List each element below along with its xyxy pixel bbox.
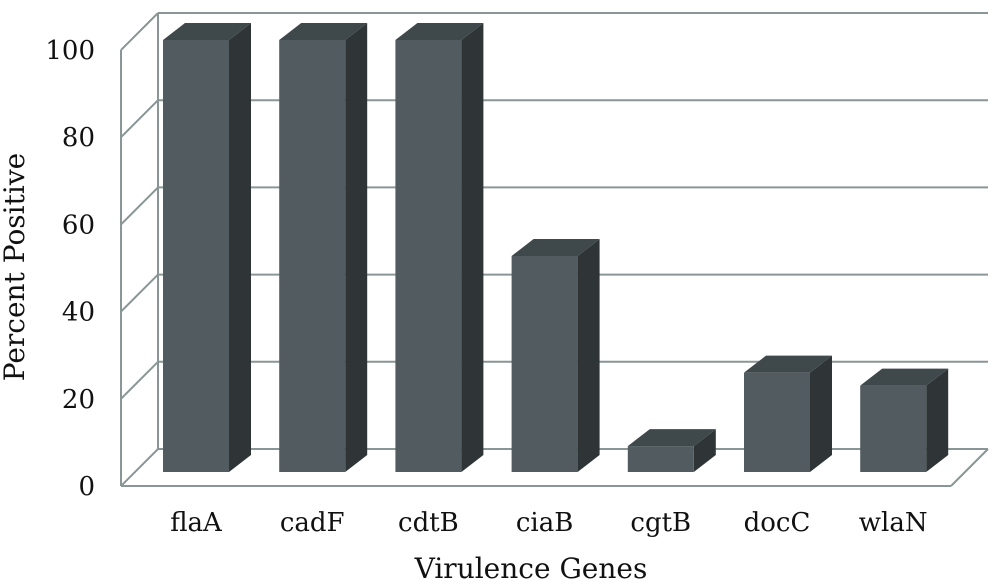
gridline-diagonal bbox=[120, 448, 159, 487]
gridline-diagonal bbox=[120, 99, 159, 138]
bar-flaA bbox=[163, 23, 251, 472]
bar-side bbox=[345, 23, 368, 472]
bar-side bbox=[229, 23, 251, 472]
y-tick-label: 20 bbox=[62, 385, 95, 415]
bar-top bbox=[744, 355, 832, 373]
y-tick-label: 40 bbox=[62, 298, 95, 328]
y-tick-labels: 0 20 40 60 80 100 bbox=[45, 36, 95, 502]
y-axis-title: Percent Positive bbox=[0, 153, 31, 381]
bar-front bbox=[860, 385, 927, 472]
bar-side bbox=[577, 239, 600, 472]
y-tick-label: 60 bbox=[62, 210, 95, 240]
floor-edge bbox=[950, 448, 989, 487]
bar-cgtB bbox=[627, 429, 716, 472]
x-tick-label: cadF bbox=[280, 508, 345, 538]
bar-wlaN bbox=[860, 368, 949, 472]
bar-front bbox=[279, 40, 346, 472]
bar-front bbox=[395, 40, 462, 472]
x-tick-labels: flaA cadF cdtB ciaB cgtB docC wlaN bbox=[170, 508, 927, 538]
gridline-diagonal bbox=[120, 361, 159, 400]
bar-side bbox=[693, 429, 716, 472]
bar-cadF bbox=[279, 23, 368, 472]
bar-top bbox=[627, 429, 716, 447]
x-tick-label: docC bbox=[744, 508, 811, 538]
bar-top bbox=[860, 368, 949, 386]
bar-cdtB bbox=[395, 23, 484, 472]
bar-side bbox=[461, 23, 484, 472]
bar-side bbox=[926, 368, 949, 472]
bar-side bbox=[810, 355, 832, 472]
bar-top bbox=[511, 239, 600, 256]
axes bbox=[120, 13, 989, 487]
x-tick-label: ciaB bbox=[516, 508, 573, 538]
x-tick-label: wlaN bbox=[859, 508, 928, 538]
x-tick-label: flaA bbox=[170, 508, 223, 538]
bar-front bbox=[627, 446, 694, 472]
gridline-diagonal bbox=[120, 273, 159, 313]
x-axis-title: Virulence Genes bbox=[414, 552, 648, 585]
x-tick-label: cdtB bbox=[398, 508, 459, 538]
bar-ciaB bbox=[511, 239, 600, 472]
gridline-diagonal bbox=[120, 12, 159, 51]
x-tick-label: cgtB bbox=[630, 508, 691, 538]
y-tick-label: 100 bbox=[45, 36, 95, 66]
gridline-diagonal bbox=[120, 186, 159, 226]
bar-front bbox=[511, 256, 578, 472]
bar-docC bbox=[744, 355, 832, 472]
bar-top bbox=[395, 23, 484, 40]
bar-top bbox=[163, 23, 251, 40]
y-tick-label: 80 bbox=[62, 123, 95, 153]
bar-front bbox=[744, 372, 810, 472]
y-tick-label: 0 bbox=[78, 472, 95, 502]
bars bbox=[163, 23, 949, 472]
bar-top bbox=[279, 23, 368, 40]
bar-front bbox=[163, 40, 229, 472]
